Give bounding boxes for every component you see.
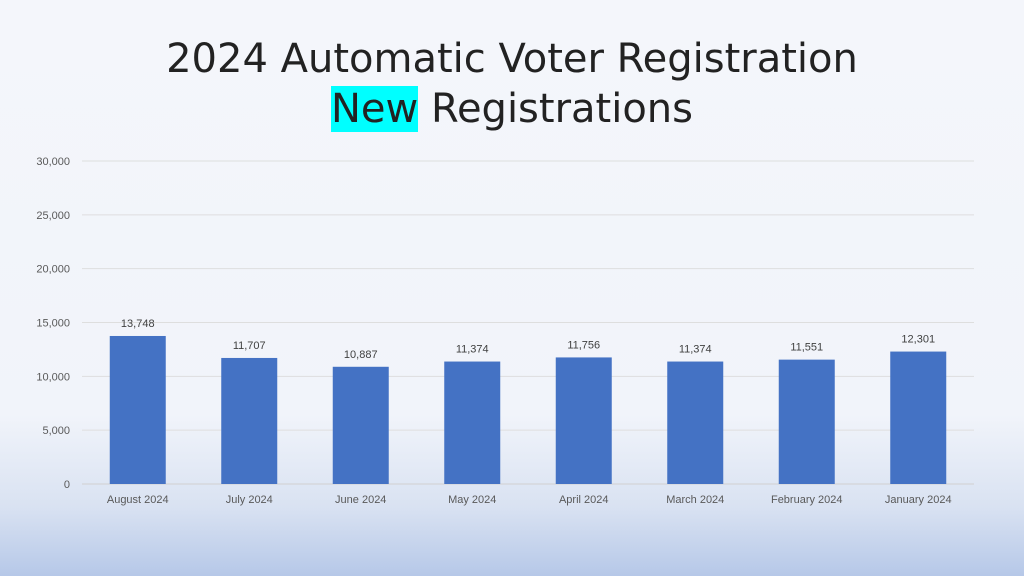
data-label: 13,748 [121,318,155,330]
x-tick-label: August 2024 [107,494,169,506]
data-label: 11,551 [790,342,823,354]
chart-title: 2024 Automatic Voter Registration New Re… [0,34,1024,134]
y-tick-label: 30,000 [36,156,70,168]
x-axis-tick-labels: August 2024 July 2024 June 2024 May 2024 Apr… [107,494,952,506]
bar [332,366,389,484]
data-label: 11,374 [679,344,712,356]
y-tick-label: 25,000 [36,210,70,222]
data-label: 11,756 [567,339,600,351]
y-axis-tick-labels: 0 5,000 10,000 15,000 20,000 25,000 30,000 [36,156,70,491]
bar [555,357,612,484]
bar [890,351,947,484]
bars [109,335,947,484]
bar [667,361,724,484]
chart-title-line-1: 2024 Automatic Voter Registration [166,36,858,82]
y-tick-label: 0 [64,479,70,491]
data-label: 12,301 [901,334,935,346]
data-label: 10,887 [344,349,378,361]
x-tick-label: June 2024 [335,494,386,506]
y-tick-label: 5,000 [42,425,70,437]
y-tick-label: 20,000 [36,264,70,276]
x-tick-label: March 2024 [666,494,724,506]
x-tick-label: April 2024 [559,494,609,506]
y-tick-label: 15,000 [36,318,70,330]
data-label: 11,374 [456,344,489,356]
y-tick-label: 10,000 [36,371,70,383]
gridlines [82,160,974,485]
x-tick-label: January 2024 [885,494,952,506]
chart-title-highlight: New [330,86,419,132]
bar [221,357,278,484]
bar [444,361,501,484]
data-label: 11,707 [233,340,266,352]
x-tick-label: February 2024 [771,494,843,506]
x-tick-label: July 2024 [226,494,273,506]
bar [778,359,835,484]
chart-title-line-2: New Registrations [0,84,1024,134]
data-labels: 13,748 11,707 10,887 11,374 11,756 11,374 11,5… [121,318,935,361]
x-tick-label: May 2024 [448,494,496,506]
chart-title-line-2-rest: Registrations [418,86,693,132]
bar [109,335,166,484]
